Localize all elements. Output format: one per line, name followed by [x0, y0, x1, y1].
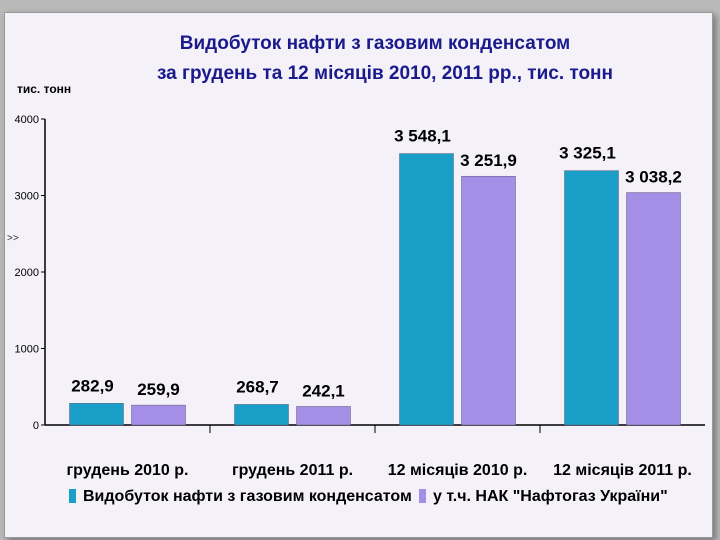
legend-label: Видобуток нафти з газовим конденсатом [83, 488, 412, 505]
y-tick-label: 3000 [15, 191, 39, 203]
bars [69, 153, 681, 426]
y-axis-unit: тис. тонн [17, 82, 71, 96]
legend-swatch [419, 489, 426, 503]
bar-total [69, 403, 124, 426]
y-tick-labels: 0 1000 2000 3000 4000 [15, 114, 45, 432]
y-tick-label: 0 [33, 420, 39, 432]
category-label: 12 місяців 2011 р. [553, 462, 692, 479]
bar-naftogaz [131, 404, 186, 426]
y-tick-label: 2000 [15, 267, 39, 279]
legend-label: у т.ч. НАК "Нафтогаз України" [433, 488, 668, 505]
legend-swatch [69, 489, 76, 503]
bar-naftogaz [626, 192, 681, 426]
chart-title: Видобуток нафти з газовим конденсатом [180, 33, 570, 54]
data-labels: 282,9 259,9 268,7 242,1 3 548,1 3 251,9 3 325,… [71, 127, 682, 401]
data-label: 3 251,9 [460, 151, 517, 170]
category-label: грудень 2010 р. [67, 462, 189, 479]
data-label: 3 038,2 [625, 168, 682, 187]
chart-subtitle: за грудень та 12 місяців 2010, 2011 рр.,… [157, 63, 613, 84]
category-labels: грудень 2010 р. грудень 2011 р. 12 місяців… [67, 462, 692, 479]
slide-frame: Видобуток нафти з газовим конденсатом за… [4, 12, 713, 538]
legend: Видобуток нафти з газовим конденсатом у т… [69, 488, 668, 505]
bar-total [399, 153, 454, 426]
bar-naftogaz [461, 175, 516, 426]
y-tick-label: 1000 [15, 344, 39, 356]
y-tick-label: 4000 [15, 114, 39, 126]
data-label: 3 548,1 [394, 127, 451, 146]
bar-naftogaz [296, 406, 351, 426]
data-label: 242,1 [302, 381, 345, 400]
data-label: 3 325,1 [559, 144, 616, 163]
bar-total [564, 170, 619, 426]
bar-total [234, 404, 289, 426]
data-label: 282,9 [71, 376, 114, 395]
side-marker: >> [7, 233, 19, 244]
category-label: грудень 2011 р. [232, 462, 353, 479]
data-label: 268,7 [236, 377, 279, 396]
category-label: 12 місяців 2010 р. [388, 462, 528, 479]
bar-chart: Видобуток нафти з газовим конденсатом за… [7, 33, 705, 505]
data-label: 259,9 [137, 380, 180, 399]
